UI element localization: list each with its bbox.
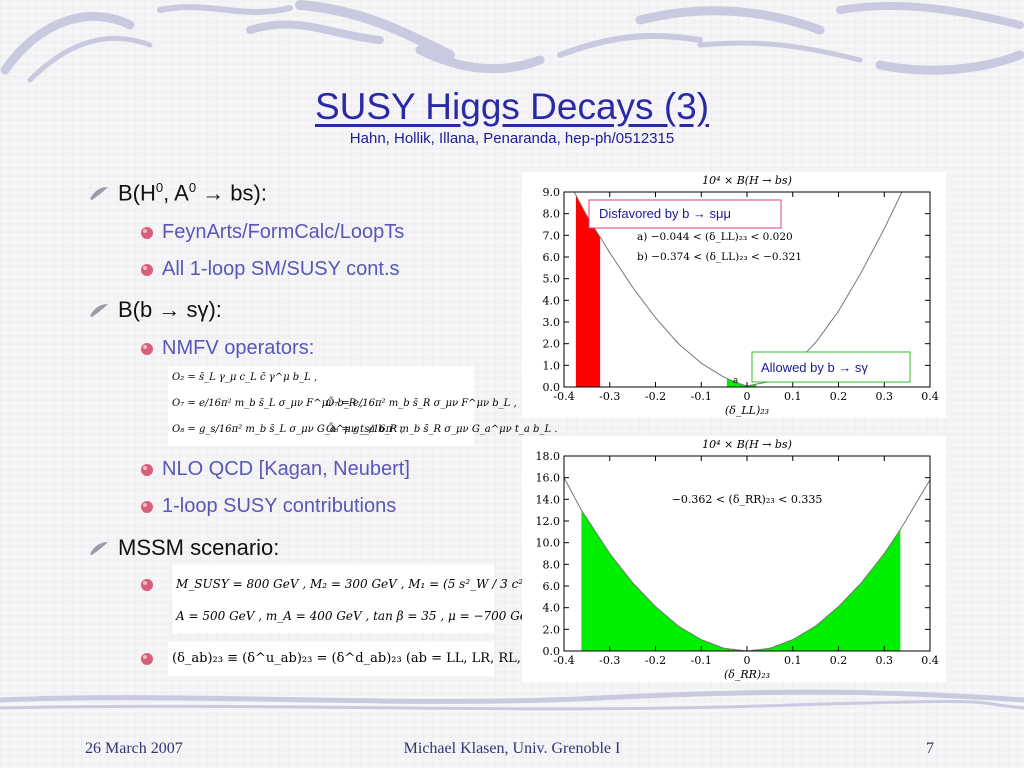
range-rr-text: −0.362 < (δ_RR)₂₃ < 0.335 xyxy=(672,493,823,506)
y-tick-label: 16.0 xyxy=(536,472,561,485)
shaded-region-green xyxy=(726,378,757,387)
x-tick-label: -0.4 xyxy=(553,390,574,403)
y-tick-label: 2.0 xyxy=(543,623,561,636)
y-tick-label: 6.0 xyxy=(543,251,561,264)
x-tick-label: -0.3 xyxy=(599,654,620,667)
ball-bullet-icon xyxy=(141,653,153,665)
x-tick-label: 0.4 xyxy=(921,390,939,403)
x-tick-label: -0.1 xyxy=(691,654,712,667)
plot-title: 10⁴ × B(H → bs) xyxy=(702,174,792,187)
footer-date: 26 March 2007 xyxy=(85,740,183,757)
slide-title: SUSY Higgs Decays (3) xyxy=(314,86,710,127)
bullet-mssm-scenario: MSSM scenario: xyxy=(88,535,279,561)
operator-o7-tilde: Õ₇ = e/16π² m_b s̄_R σ_μν F^μν b_L , xyxy=(326,398,517,409)
bullet-b-to-sgamma: B(b → sγ): xyxy=(88,297,222,323)
y-tick-label: 9.0 xyxy=(543,186,561,199)
y-tick-label: 8.0 xyxy=(543,558,561,571)
mssm-parameters-line1: M_SUSY = 800 GeV , M₂ = 300 GeV , M₁ = (… xyxy=(176,577,575,591)
footer-page-number: 7 xyxy=(926,740,934,757)
sub-bullet-nmfv: NMFV operators: xyxy=(140,337,314,360)
x-axis-label: (δ_RR)₂₃ xyxy=(724,668,770,681)
y-tick-label: 0.0 xyxy=(543,645,561,658)
y-tick-label: 2.0 xyxy=(543,338,561,351)
point-label: a xyxy=(733,376,739,386)
x-tick-label: 0.3 xyxy=(876,654,894,667)
leaf-bullet-icon xyxy=(90,187,108,201)
decorative-swirl-top xyxy=(0,0,1024,83)
ball-bullet-icon xyxy=(141,579,153,591)
x-axis-label: (δ_LL)₂₃ xyxy=(725,404,769,417)
x-tick-label: 0.1 xyxy=(784,390,802,403)
y-tick-label: 4.0 xyxy=(543,294,561,307)
y-tick-label: 3.0 xyxy=(543,316,561,329)
ball-bullet-icon xyxy=(141,226,153,239)
x-tick-label: 0.4 xyxy=(921,654,939,667)
y-tick-label: 6.0 xyxy=(543,580,561,593)
bullet-text: B(H0, A0 → bs): xyxy=(118,180,267,206)
range-b-text: b) −0.374 < (δ_LL)₂₃ < −0.321 xyxy=(637,251,802,263)
allowed-annotation-box xyxy=(751,351,911,383)
y-tick-label: 10.0 xyxy=(536,537,561,550)
bullet-h-to-bs: B(H0, A0 → bs): xyxy=(88,180,267,206)
leaf-bullet-icon xyxy=(90,304,108,317)
decorative-swirl-bottom xyxy=(0,689,1024,711)
operator-o8: O₈ = g_s/16π² m_b s̄_L σ_μν G_a^μν t_a b… xyxy=(172,424,404,435)
shaded-region-green xyxy=(581,510,901,651)
y-tick-label: 18.0 xyxy=(536,450,561,463)
disfavored-annotation-text: Disfavored by b → sμμ xyxy=(599,206,731,221)
y-tick-label: 1.0 xyxy=(543,359,561,372)
x-tick-label: 0.2 xyxy=(830,390,848,403)
footer-author: Michael Klasen, Univ. Grenoble I xyxy=(403,740,621,757)
sub-bullet-feynarts: FeynArts/FormCalc/LoopTs xyxy=(140,221,404,244)
plot-title: 10⁴ × B(H → bs) xyxy=(702,438,792,451)
sub-bullet-nlo-qcd: NLO QCD [Kagan, Neubert] xyxy=(140,458,410,481)
data-curve xyxy=(564,477,930,651)
y-tick-label: 4.0 xyxy=(543,602,561,615)
x-tick-label: -0.4 xyxy=(553,654,574,667)
x-tick-label: -0.2 xyxy=(645,654,666,667)
sub-bullet-one-loop: All 1-loop SM/SUSY cont.s xyxy=(140,258,400,281)
plot-delta-rr: -0.4 -0.3 -0.2 -0.1 0 0.1 0.2 0.3 0.4 0.0 2.0 4.0 6.… xyxy=(522,436,946,682)
x-tick-label: 0 xyxy=(744,654,751,667)
y-tick-label: 7.0 xyxy=(543,229,561,242)
shaded-region-red xyxy=(575,195,601,387)
ball-bullet-icon xyxy=(141,263,153,276)
x-tick-label: 0 xyxy=(744,390,751,403)
plot-delta-ll: -0.4 -0.3 -0.2 -0.1 0 0.1 0.2 0.3 0.4 0.0 1.0 2.0 3.… xyxy=(522,172,946,418)
x-tick-label: 0.1 xyxy=(784,654,802,667)
x-tick-label: 0.3 xyxy=(876,390,894,403)
delta-definition-block: (δ_ab)₂₃ ≡ (δ^u_ab)₂₃ = (δ^d_ab)₂₃ (ab =… xyxy=(168,642,550,676)
mssm-parameters-line2: A = 500 GeV , m_A = 400 GeV , tan β = 35… xyxy=(176,609,544,623)
slide-subtitle: Hahn, Hollik, Illana, Penaranda, hep-ph/… xyxy=(349,130,675,147)
operators-equation-block: O₂ = s̄_L γ_μ c_L c̄ γ^μ b_L , O₇ = e/16… xyxy=(168,366,557,446)
range-a-text: a) −0.044 < (δ_LL)₂₃ < 0.020 xyxy=(637,231,793,243)
delta-definition: (δ_ab)₂₃ ≡ (δ^u_ab)₂₃ = (δ^d_ab)₂₃ (ab =… xyxy=(172,651,550,666)
disfavored-annotation-box xyxy=(588,199,782,229)
x-tick-label: -0.3 xyxy=(599,390,620,403)
ball-bullet-icon xyxy=(141,463,153,476)
y-tick-label: 14.0 xyxy=(536,493,561,506)
y-tick-label: 12.0 xyxy=(536,515,561,528)
ball-bullet-icon xyxy=(141,500,153,513)
x-tick-label: -0.2 xyxy=(645,390,666,403)
operator-o8-tilde: Õ₈ = g_s/16π² m_b s̄_R σ_μν G_a^μν t_a b… xyxy=(326,424,558,435)
ball-bullet-icon xyxy=(141,342,153,355)
plot-delta-rr-svg: -0.4 -0.3 -0.2 -0.1 0 0.1 0.2 0.3 0.4 0.0 2.0 4.0 6.… xyxy=(536,438,939,681)
x-tick-label: -0.1 xyxy=(691,390,712,403)
plot-delta-ll-svg: -0.4 -0.3 -0.2 -0.1 0 0.1 0.2 0.3 0.4 0.0 1.0 2.0 3.… xyxy=(543,174,939,417)
y-tick-label: 5.0 xyxy=(543,273,561,286)
sub-bullet-susy-contributions: 1-loop SUSY contributions xyxy=(140,495,396,518)
leaf-bullet-icon xyxy=(90,542,108,555)
operator-o7: O₇ = e/16π² m_b s̄_L σ_μν F^μν b_R , xyxy=(172,398,363,409)
x-tick-label: 0.2 xyxy=(830,654,848,667)
allowed-annotation-text: Allowed by b → sγ xyxy=(761,360,868,375)
operator-o2: O₂ = s̄_L γ_μ c_L c̄ γ^μ b_L , xyxy=(172,372,318,383)
y-tick-label: 0.0 xyxy=(543,381,561,394)
y-tick-label: 8.0 xyxy=(543,208,561,221)
bullet-text: B(b → sγ): xyxy=(118,297,222,322)
mssm-parameters-block: M_SUSY = 800 GeV , M₂ = 300 GeV , M₁ = (… xyxy=(172,565,575,633)
